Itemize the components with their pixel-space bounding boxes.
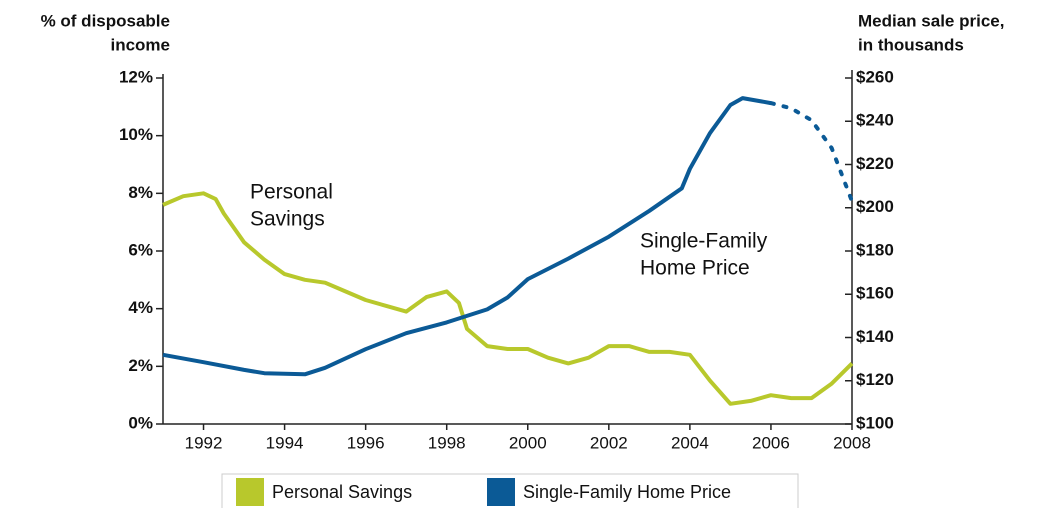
y2-tick-label: $140 bbox=[856, 327, 894, 346]
annotation: Home Price bbox=[640, 257, 750, 280]
y2-tick-label: $160 bbox=[856, 284, 894, 303]
series-line bbox=[162, 191, 854, 406]
y-tick-label: 2% bbox=[128, 356, 153, 375]
x-tick-label: 2002 bbox=[590, 433, 628, 452]
x-tick-label: 2006 bbox=[752, 433, 790, 452]
annotation: Savings bbox=[250, 208, 325, 231]
y-axis-title: % of disposable bbox=[41, 11, 170, 30]
y2-tick-label: $220 bbox=[856, 154, 894, 173]
legend-label: Single-Family Home Price bbox=[523, 482, 731, 502]
y-axis-title: income bbox=[110, 35, 170, 54]
series-line bbox=[162, 96, 772, 377]
series-line bbox=[768, 101, 854, 204]
legend-swatch bbox=[487, 478, 515, 506]
y-tick-label: 4% bbox=[128, 298, 153, 317]
annotation: Single-Family bbox=[640, 230, 768, 253]
y-tick-label: 8% bbox=[128, 183, 153, 202]
y-tick-label: 12% bbox=[119, 67, 153, 86]
y2-tick-label: $240 bbox=[856, 111, 894, 130]
y2-axis-title: in thousands bbox=[858, 35, 964, 54]
y2-tick-label: $120 bbox=[856, 370, 894, 389]
x-tick-label: 1992 bbox=[185, 433, 223, 452]
x-tick-label: 1994 bbox=[266, 433, 304, 452]
legend-swatch bbox=[236, 478, 264, 506]
x-tick-label: 2004 bbox=[671, 433, 709, 452]
y-tick-label: 10% bbox=[119, 125, 153, 144]
legend-box bbox=[221, 473, 799, 508]
y2-axis-title: Median sale price, bbox=[858, 11, 1004, 30]
y2-tick-label: $100 bbox=[856, 413, 894, 432]
x-tick-label: 2000 bbox=[509, 433, 547, 452]
x-tick-label: 1998 bbox=[428, 433, 466, 452]
legend-label: Personal Savings bbox=[272, 482, 412, 502]
y2-tick-label: $200 bbox=[856, 197, 894, 216]
y2-tick-label: $260 bbox=[856, 67, 894, 86]
x-tick-label: 2008 bbox=[833, 433, 871, 452]
annotation: Personal bbox=[250, 181, 333, 204]
x-tick-label: 1996 bbox=[347, 433, 385, 452]
y-tick-label: 0% bbox=[128, 413, 153, 432]
y-tick-label: 6% bbox=[128, 240, 153, 259]
y2-tick-label: $180 bbox=[856, 240, 894, 259]
